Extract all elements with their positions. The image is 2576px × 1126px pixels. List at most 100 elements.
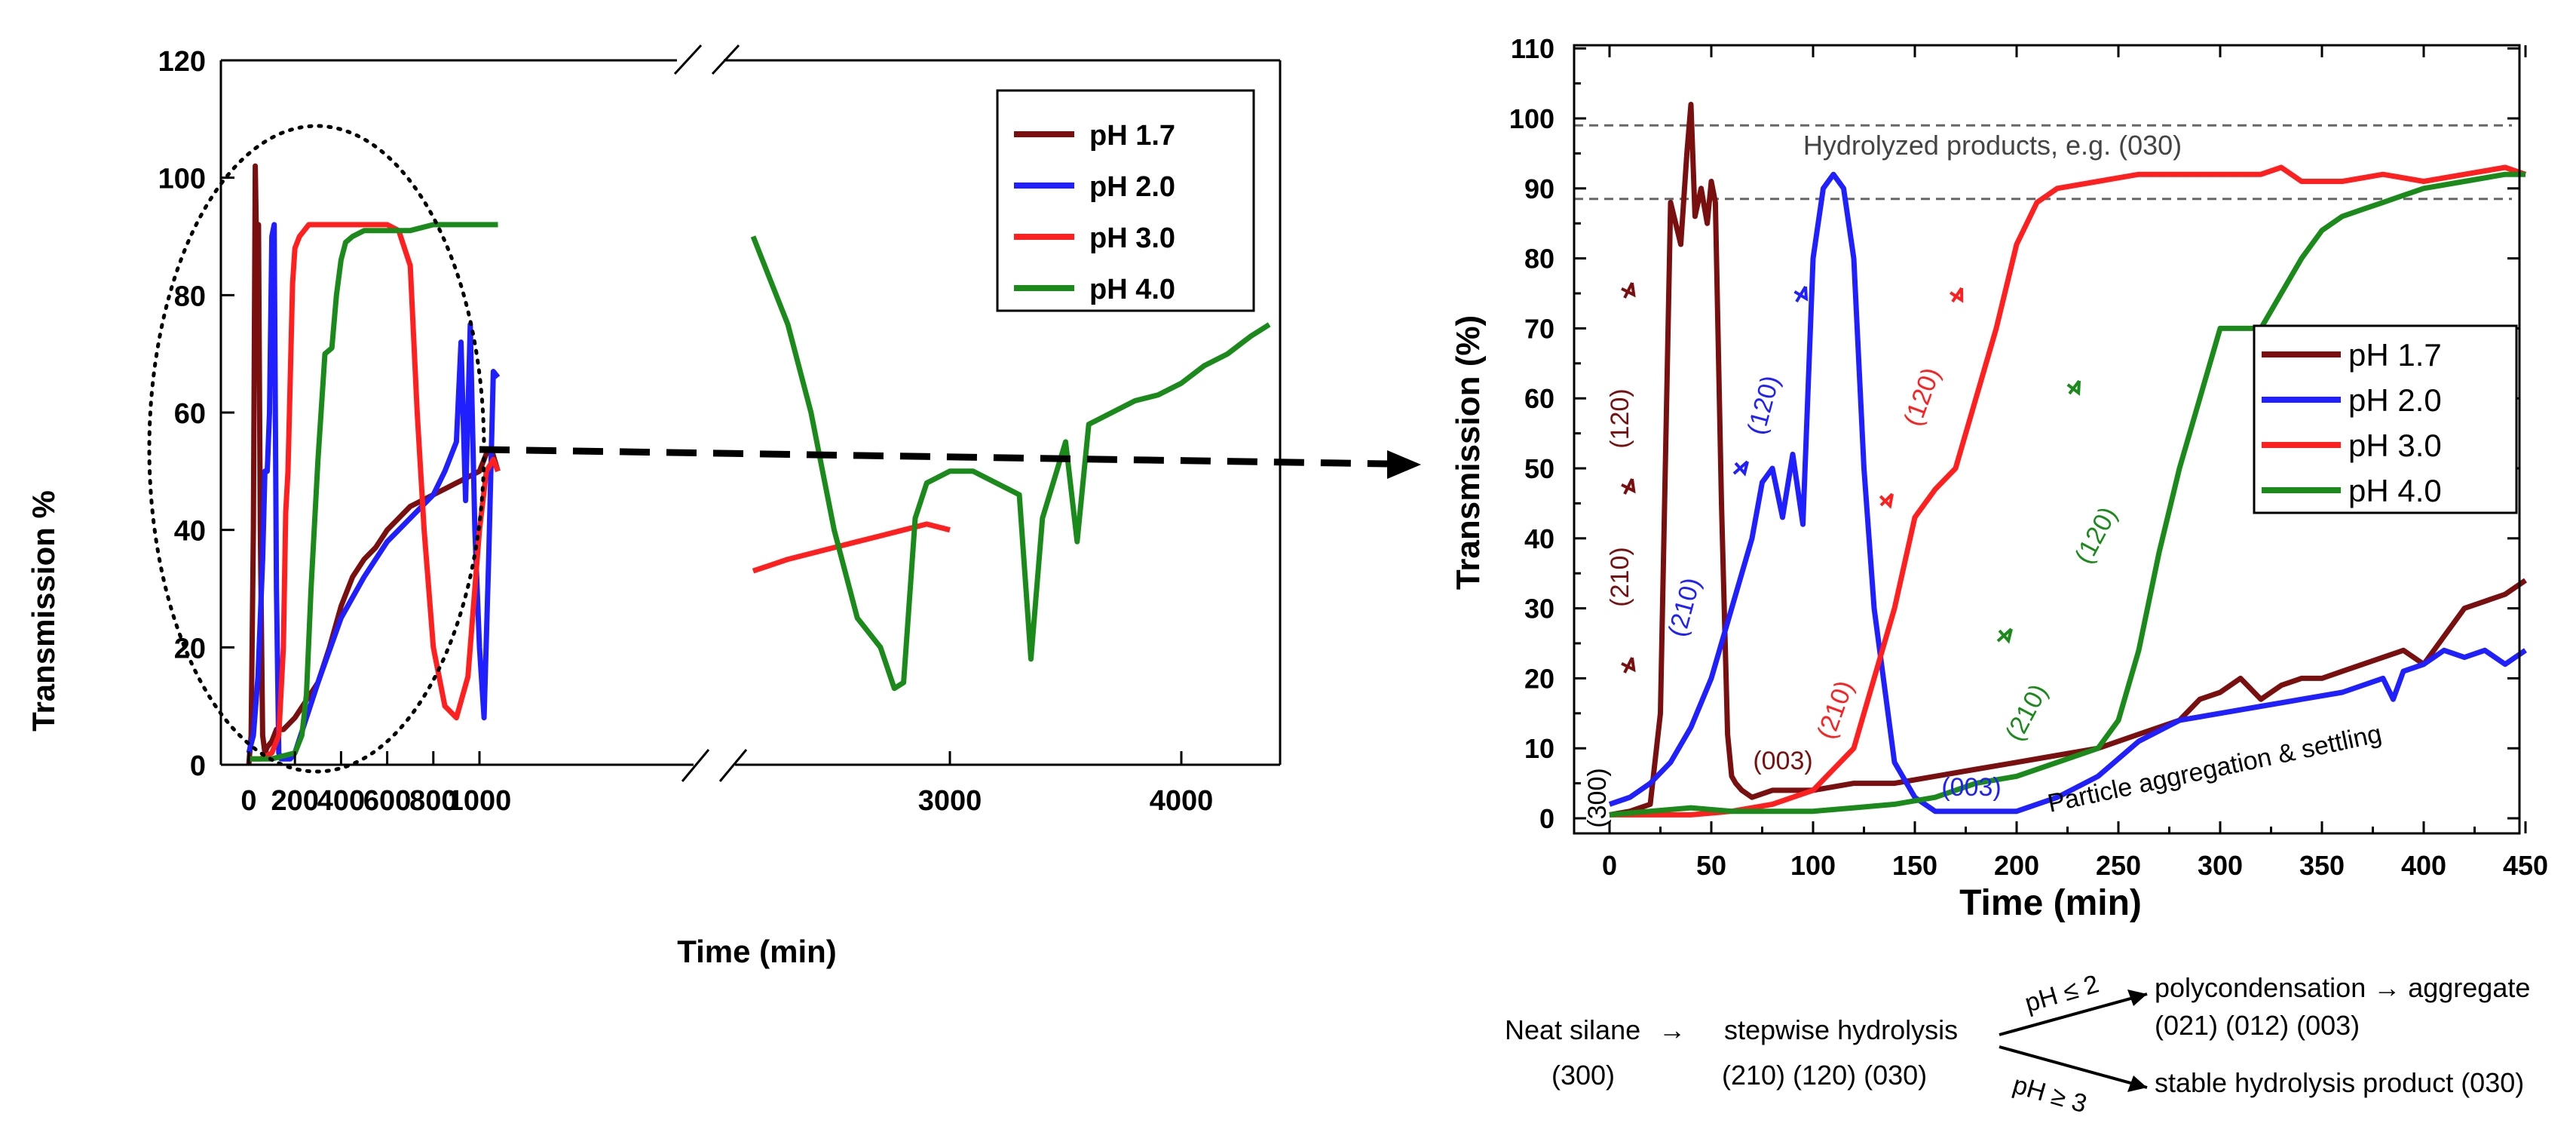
right-x-tick-label: 0	[1602, 850, 1617, 881]
left-y-tick-label: 80	[174, 281, 206, 312]
scheme-poly-codes: (021) (012) (003)	[2155, 1010, 2360, 1041]
reaction-arrow-ph30-2	[1951, 287, 1963, 303]
right-x-tick-label: 350	[2299, 850, 2345, 881]
left-series-line-right-ph30	[752, 521, 951, 574]
scheme-polycondensation: polycondensation → aggregate	[2155, 972, 2530, 1003]
left-bottom-break-mark-2	[718, 749, 748, 782]
reaction-arrow-ph40-2-head	[2066, 380, 2081, 396]
left-y-tick-label: 40	[174, 516, 206, 548]
annotation-ph30-120: (120)	[1898, 364, 1946, 430]
annotation-ph17-120: (120)	[1606, 388, 1634, 448]
right-series-line-ph40	[1609, 171, 2525, 818]
left-legend-label: pH 2.0	[1089, 171, 1175, 203]
scheme-arrow-1: →	[1659, 1014, 1686, 1045]
right-legend-label: pH 1.7	[2348, 337, 2442, 373]
left-x-tick-label: 0	[240, 785, 256, 817]
reaction-arrow-ph30-2-head	[1950, 287, 1964, 303]
scheme-upper-arrowhead	[2127, 989, 2147, 1006]
reaction-arrow-ph20-2-head	[1793, 286, 1809, 302]
right-x-tick-label: 450	[2503, 850, 2548, 881]
annotation-ph20-120: (120)	[1742, 373, 1785, 438]
left-top-break-mark-1	[673, 44, 703, 75]
left-x-tick-label: 1000	[448, 785, 512, 817]
right-y-tick-label: 10	[1524, 733, 1554, 764]
scheme-upper-arrow	[1999, 993, 2148, 1036]
reaction-arrow-ph17-1	[1623, 657, 1634, 673]
annotation-300: (300)	[1583, 768, 1612, 827]
left-x-tick-label: 600	[363, 785, 411, 817]
right-y-tick-label: 100	[1509, 103, 1554, 134]
reaction-arrow-ph40-1-head	[1998, 628, 2013, 644]
zoom-dashed-arrow	[479, 446, 1388, 468]
right-y-tick-label: 70	[1524, 313, 1554, 344]
scheme-neat-code: (300)	[1551, 1060, 1615, 1091]
left-x-axis-label: Time (min)	[677, 934, 837, 969]
right-y-tick-label: 30	[1524, 594, 1554, 624]
left-x-tick-label: 400	[317, 785, 365, 817]
left-y-tick-label: 100	[158, 164, 206, 195]
left-legend-label: pH 1.7	[1089, 120, 1175, 152]
right-legend-label: pH 3.0	[2348, 428, 2442, 463]
left-x-tick-label: 200	[271, 785, 318, 817]
right-legend-label: pH 4.0	[2348, 473, 2442, 508]
annotation-ph17-210: (210)	[1606, 547, 1634, 606]
right-series-line-ph30	[1610, 164, 2527, 818]
right-plot-frame	[1573, 44, 2521, 835]
left-series-line-ph40	[249, 222, 498, 762]
right-series-line-ph17	[1609, 101, 2527, 818]
right-x-tick-label: 400	[2401, 850, 2446, 881]
right-legend: pH 1.7 pH 2.0 pH 3.0 pH 4.0	[2253, 324, 2518, 514]
right-x-tick-label: 150	[1892, 850, 1937, 881]
left-y-tick-label: 20	[174, 633, 206, 664]
left-x-tick-label: 800	[409, 785, 457, 817]
left-y-axis-label: Transmission %	[26, 490, 61, 732]
scheme-stepwise-codes: (210) (120) (030)	[1722, 1060, 1927, 1091]
annotation-particle-aggregation: Particle aggregation & settling	[2045, 719, 2385, 818]
right-x-tick-label: 50	[1696, 850, 1726, 881]
left-x-tick-label: 4000	[1150, 785, 1214, 817]
left-legend-label: pH 3.0	[1089, 222, 1175, 254]
reaction-arrow-ph17-2	[1623, 478, 1634, 495]
annotation-ph20-210: (210)	[1663, 575, 1706, 640]
right-y-axis-label: Transmission (%)	[1450, 315, 1487, 590]
left-legend-box	[996, 89, 1255, 312]
right-x-tick-label: 250	[2096, 850, 2141, 881]
left-legend-label: pH 4.0	[1089, 274, 1175, 305]
scheme-stepwise: stepwise hydrolysis	[1724, 1014, 1958, 1045]
reaction-arrow-ph17-2-head	[1621, 478, 1636, 494]
reaction-arrow-ph20-1-head	[1734, 461, 1749, 477]
right-x-tick-label: 300	[2198, 850, 2243, 881]
right-y-tick-label: 110	[1511, 33, 1554, 64]
reaction-arrow-ph30-1-head	[1879, 493, 1894, 509]
annotation-ph17-003: (003)	[1753, 747, 1812, 775]
annotation-ph40-120: (120)	[2069, 502, 2123, 569]
left-bottom-break-mark-1	[681, 749, 710, 782]
right-legend-label: pH 2.0	[2348, 382, 2442, 418]
reaction-scheme: Neat silane → (300) stepwise hydrolysis …	[1505, 970, 2530, 1119]
right-y-tick-label: 0	[1539, 803, 1554, 834]
annotation-hydrolyzed-products: Hydrolyzed products, e.g. (030)	[1803, 130, 2182, 161]
right-y-tick-label: 20	[1524, 663, 1554, 694]
left-x-tick-label: 3000	[918, 785, 982, 817]
reaction-arrow-ph17-3-head	[1621, 282, 1636, 298]
right-y-tick-label: 80	[1524, 244, 1554, 275]
left-legend: pH 1.7 pH 2.0 pH 3.0 pH 4.0	[996, 89, 1255, 312]
scheme-stable-product: stable hydrolysis product (030)	[2155, 1067, 2524, 1098]
reaction-arrow-ph17-3	[1623, 282, 1634, 299]
right-series-line-ph20	[1608, 171, 2527, 815]
left-series-line-right-ph40	[750, 235, 1271, 692]
right-y-tick-label: 50	[1524, 453, 1554, 484]
right-x-axis-label: Time (min)	[1959, 883, 2142, 923]
annotation-ph30-210: (210)	[1812, 677, 1859, 743]
right-y-tick-label: 90	[1524, 173, 1554, 204]
right-y-tick-label: 40	[1524, 523, 1554, 554]
scheme-ph-high: pH ≥ 3	[2010, 1070, 2091, 1118]
left-y-tick-label: 120	[158, 46, 206, 78]
left-top-break-mark-2	[711, 44, 740, 75]
left-y-tick-label: 0	[190, 750, 206, 782]
right-y-tick-label: 60	[1524, 383, 1554, 414]
left-y-tick-label: 60	[174, 398, 206, 430]
right-x-tick-label: 100	[1790, 850, 1836, 881]
